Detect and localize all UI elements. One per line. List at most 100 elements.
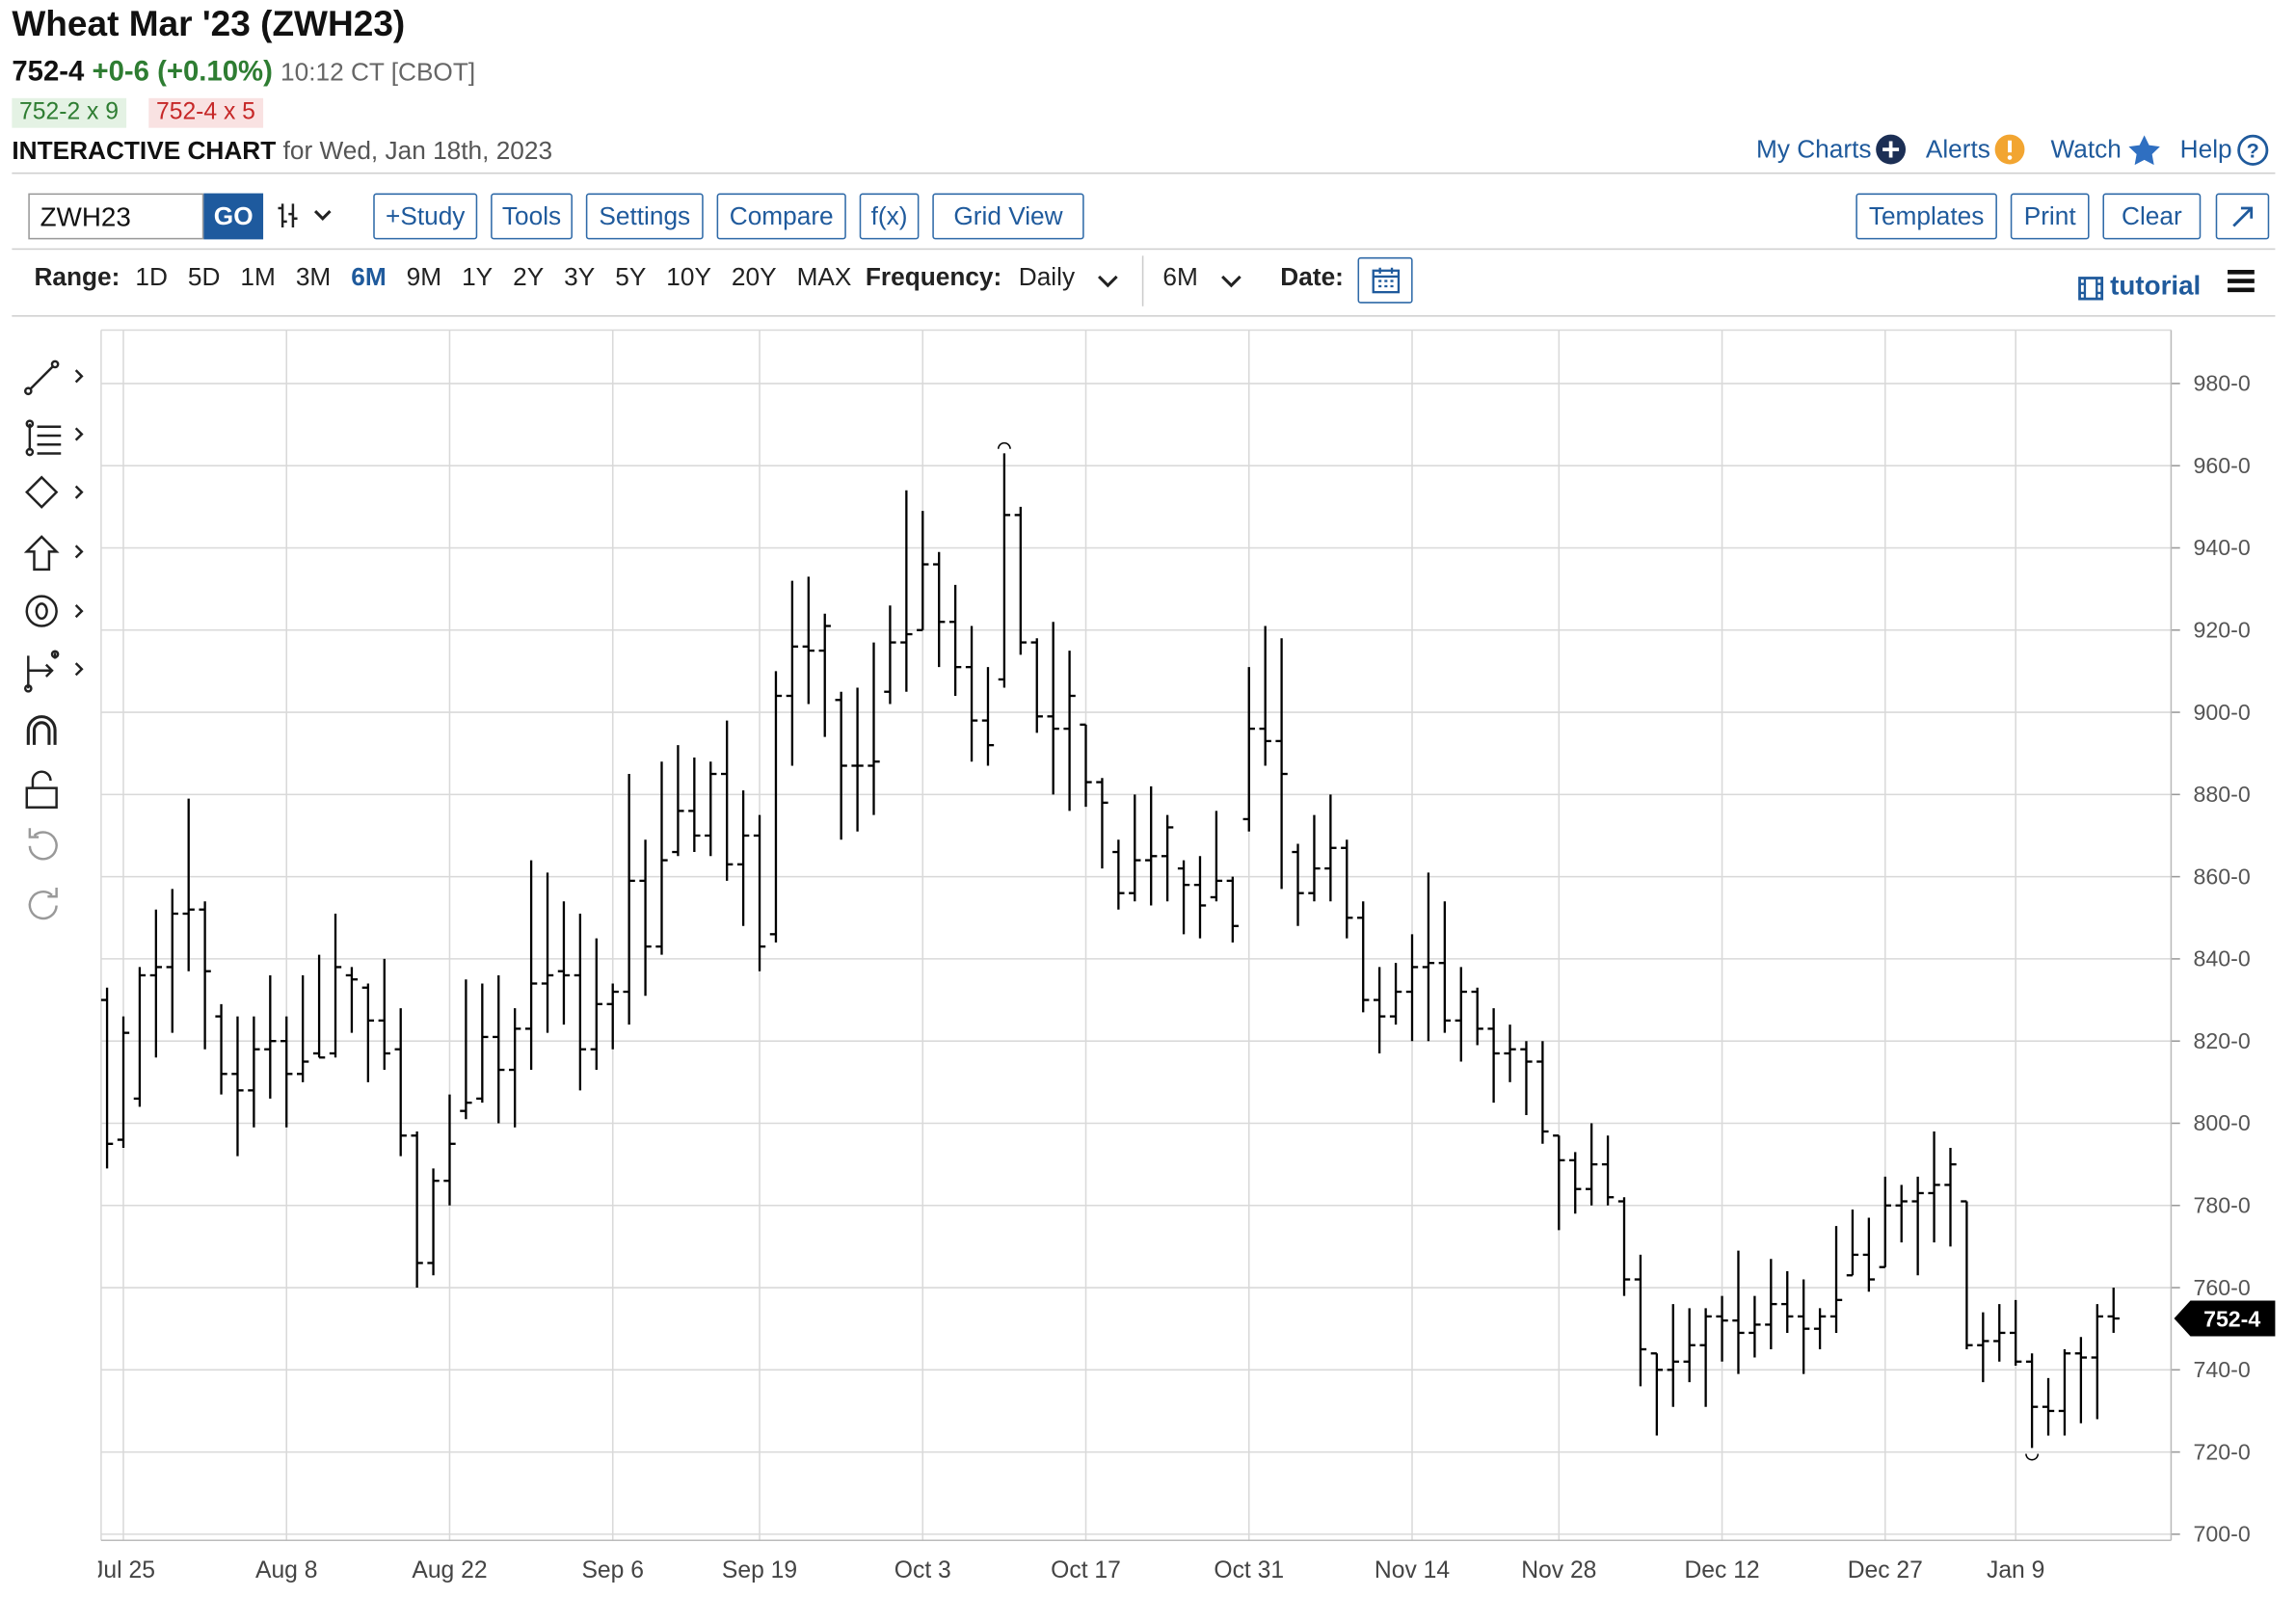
svg-text:?: ? xyxy=(2247,139,2259,163)
x-tick-label: Dec 12 xyxy=(1684,1557,1759,1583)
templates-button[interactable]: Templates xyxy=(1855,193,1997,240)
y-tick-label: 700-0 xyxy=(2194,1522,2251,1547)
nav-alerts[interactable]: Alerts xyxy=(1926,134,2026,165)
range-option[interactable]: 2Y xyxy=(513,263,545,292)
nav-my-charts[interactable]: My Charts xyxy=(1756,134,1908,165)
divider xyxy=(12,172,2276,174)
range-option[interactable]: 5Y xyxy=(615,263,647,292)
x-tick-label: Oct 3 xyxy=(894,1557,951,1583)
change: +0-6 (+0.10%) xyxy=(92,56,273,89)
icon xyxy=(2127,135,2160,166)
x-tick-label: Dec 27 xyxy=(1848,1557,1923,1583)
tutorial-icon xyxy=(2078,277,2104,301)
icon xyxy=(2232,205,2254,226)
date-label: Date: xyxy=(1280,263,1344,292)
last-price: 752-4 xyxy=(12,56,85,89)
range-option[interactable]: 5D xyxy=(187,263,221,292)
range-option[interactable]: 1D xyxy=(135,263,168,292)
y-tick-label: 860-0 xyxy=(2194,864,2251,889)
x-tick-label: Sep 6 xyxy=(581,1557,643,1583)
nav-label: Help xyxy=(2179,135,2232,164)
y-tick-label: 780-0 xyxy=(2194,1192,2251,1217)
divider xyxy=(12,248,2276,251)
y-tick-label: 720-0 xyxy=(2194,1439,2251,1464)
separator xyxy=(1141,255,1144,306)
high-marker xyxy=(997,441,1011,449)
nav-watch[interactable]: Watch xyxy=(2050,134,2161,167)
date-text: for Wed, Jan 18th, 2023 xyxy=(282,136,553,166)
drawing-tools xyxy=(23,359,84,920)
icon xyxy=(1371,267,1400,294)
x-tick-label: Jan 9 xyxy=(1987,1557,2044,1583)
range-option[interactable]: 3Y xyxy=(564,263,596,292)
tools-button[interactable]: Tools xyxy=(491,193,573,240)
quote-row: 752-4 +0-6 (+0.10%) 10:12 CT [CBOT] xyxy=(12,57,475,90)
expand-button[interactable] xyxy=(2215,193,2270,240)
icon: ? xyxy=(2237,134,2269,166)
y-tick-label: 880-0 xyxy=(2194,782,2251,807)
nav-label: Alerts xyxy=(1925,134,1990,163)
range-option[interactable]: 10Y xyxy=(666,263,711,292)
settings-button[interactable]: Settings xyxy=(585,193,704,240)
y-tick-label: 960-0 xyxy=(2194,453,2251,478)
x-tick-label: Aug 8 xyxy=(255,1557,317,1583)
range-option[interactable]: 3M xyxy=(295,263,332,292)
y-tick-label: 800-0 xyxy=(2194,1110,2251,1135)
nav-label: Watch xyxy=(2050,135,2122,164)
x-tick-label: Oct 17 xyxy=(1051,1557,1121,1583)
ask: 752-4 x 5 xyxy=(148,97,263,128)
range-option[interactable]: 1Y xyxy=(462,263,494,292)
last-price-tag xyxy=(2174,1300,2276,1337)
x-tick-label: Oct 31 xyxy=(1214,1557,1284,1583)
chart: 700-0 720-0 740-0 760-0 780-0 800-0 820-0 840-0… xyxy=(98,329,2276,1583)
study-button[interactable]: +Study xyxy=(373,193,478,240)
bars xyxy=(100,453,2120,1449)
chart-label: INTERACTIVE CHART xyxy=(12,136,277,166)
nav-help[interactable]: Help ? xyxy=(2180,134,2270,167)
tutorial-link[interactable]: tutorial xyxy=(2110,270,2202,301)
x-tick-label: Nov 28 xyxy=(1521,1557,1596,1583)
frequency-select[interactable]: Daily xyxy=(1018,263,1076,292)
period-select[interactable]: 6M xyxy=(1162,263,1198,292)
fx-button[interactable]: f(x) xyxy=(859,193,920,240)
clear-button[interactable]: Clear xyxy=(2102,193,2202,240)
x-tick-label: Jul 25 xyxy=(98,1557,155,1583)
range-option[interactable]: MAX xyxy=(796,263,852,292)
last-price-label: 752-4 xyxy=(2203,1307,2260,1332)
compare-button[interactable]: Compare xyxy=(716,193,846,240)
range-options: 1D 5D 1M 3M 6M 9M 1Y 2Y 3Y 5Y 10Y 20Y MAX xyxy=(135,263,851,293)
chevron xyxy=(1221,275,1241,288)
y-tick-label: 840-0 xyxy=(2194,946,2251,971)
menu-button[interactable] xyxy=(2226,268,2256,295)
chevron xyxy=(1098,275,1118,288)
range-option[interactable]: 9M xyxy=(406,263,442,292)
x-tick-label: Nov 14 xyxy=(1375,1557,1450,1583)
y-tick-label: 740-0 xyxy=(2194,1357,2251,1382)
x-tick-label: Aug 22 xyxy=(412,1557,487,1583)
range-option[interactable]: 1M xyxy=(240,263,276,292)
low-marker xyxy=(2025,1453,2040,1461)
range-option[interactable]: 6M xyxy=(351,263,387,292)
y-tick-label: 900-0 xyxy=(2194,700,2251,725)
nav-label: My Charts xyxy=(1755,134,1872,163)
print-button[interactable]: Print xyxy=(2010,193,2090,240)
icon xyxy=(1876,134,1907,165)
y-tick-label: 920-0 xyxy=(2194,617,2251,642)
symbol-input[interactable]: ZWH23 xyxy=(28,193,204,240)
y-tick-label: 980-0 xyxy=(2194,371,2251,396)
divider xyxy=(12,315,2276,317)
chart-type-button[interactable] xyxy=(277,200,336,232)
chart-heading: INTERACTIVE CHART for Wed, Jan 18th, 202… xyxy=(12,137,552,167)
icon xyxy=(1995,134,2026,165)
range-option[interactable]: 20Y xyxy=(731,263,777,292)
y-tick-label: 820-0 xyxy=(2194,1028,2251,1053)
y-tick-label: 760-0 xyxy=(2194,1275,2251,1300)
calendar-button[interactable] xyxy=(1357,256,1413,304)
y-tick-label: 940-0 xyxy=(2194,535,2251,560)
time-exchange: 10:12 CT [CBOT] xyxy=(280,58,476,87)
go-button[interactable]: GO xyxy=(203,193,264,240)
grid-view-button[interactable]: Grid View xyxy=(932,193,1084,240)
x-tick-label: Sep 19 xyxy=(722,1557,797,1583)
